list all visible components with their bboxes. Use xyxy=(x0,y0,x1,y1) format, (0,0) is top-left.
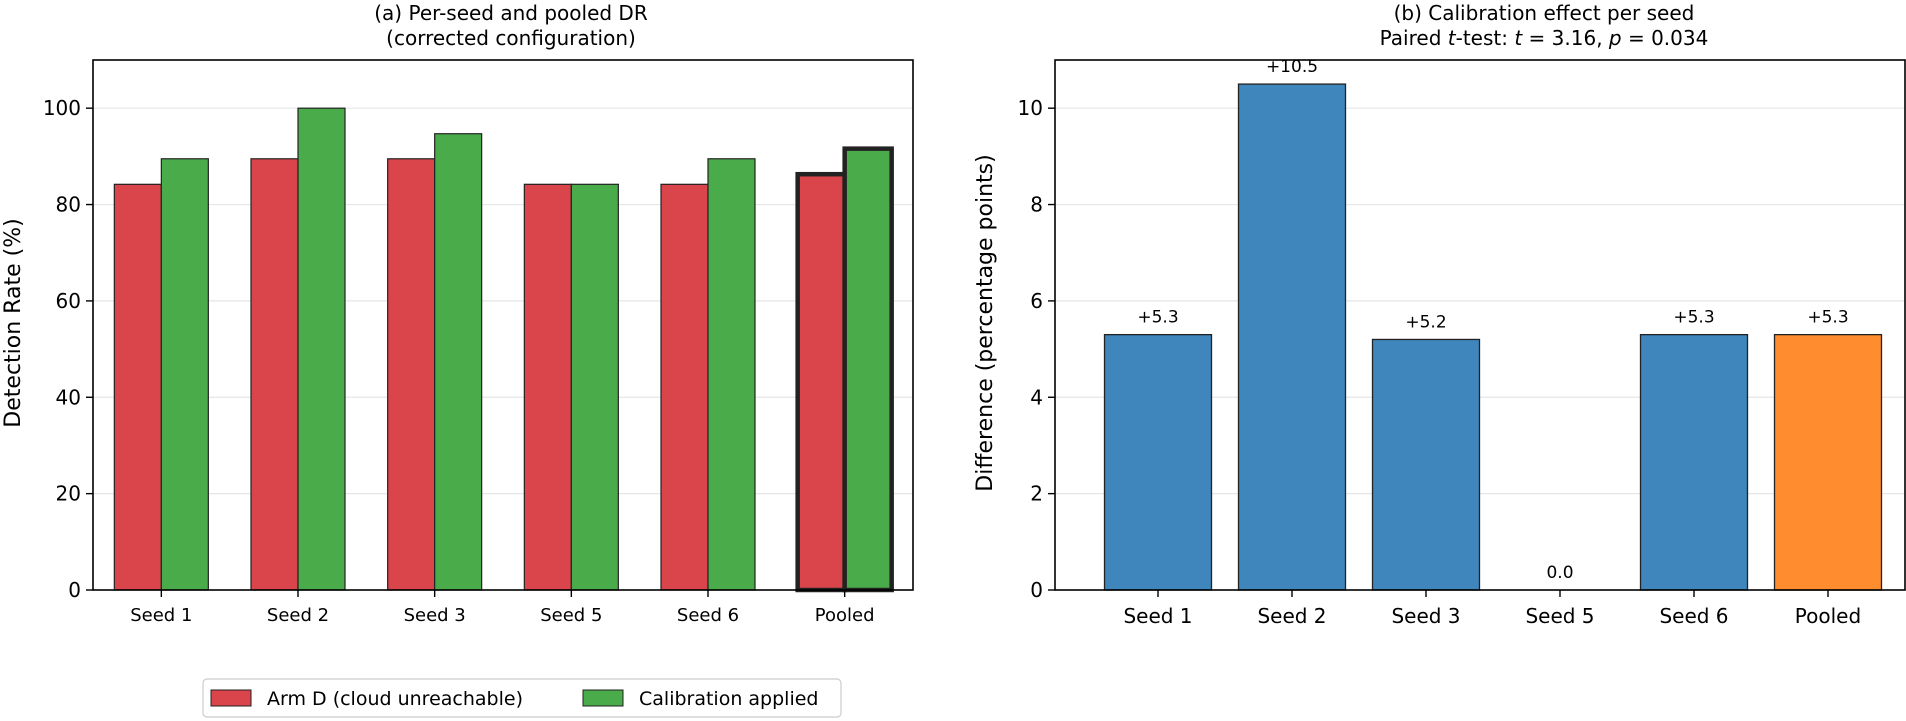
y-tick-label: 40 xyxy=(56,385,81,409)
panel-a-y-ticks: 0 20 40 60 80 100 xyxy=(43,96,93,602)
data-label-seed-5: 0.0 xyxy=(1546,563,1573,583)
panel-b-subtitle: Paired t-test: t = 3.16, p = 0.034 xyxy=(1380,26,1709,50)
panel-b-subtitle-part: Paired xyxy=(1380,26,1448,50)
panel-b-data-labels: +5.3 +10.5 +5.2 0.0 +5.3 +5.3 xyxy=(1137,57,1848,583)
panel-a-gridlines xyxy=(93,107,913,495)
x-tick-label: Seed 1 xyxy=(130,605,192,626)
data-label-seed-3: +5.2 xyxy=(1405,312,1446,332)
panel-a-bars xyxy=(113,107,894,593)
data-label-seed-2: +10.5 xyxy=(1266,57,1318,77)
bar-pooled xyxy=(1773,333,1883,591)
y-tick-label: 100 xyxy=(43,96,81,120)
panel-b-subtitle-part: = 0.034 xyxy=(1622,26,1709,50)
y-tick-label: 2 xyxy=(1030,482,1043,506)
bar-seed-5-calibration xyxy=(570,183,619,591)
panel-b-y-axis-label: Difference (percentage points) xyxy=(973,154,998,491)
panel-b-title: (b) Calibration effect per seed xyxy=(1394,1,1695,25)
data-label-seed-6: +5.3 xyxy=(1673,308,1714,328)
data-label-seed-1: +5.3 xyxy=(1137,308,1178,328)
x-tick-label: Seed 6 xyxy=(1659,604,1728,628)
panel-b-frame xyxy=(1054,59,1906,591)
legend-label-calibration: Calibration applied xyxy=(639,688,819,710)
bar-pooled-calibration xyxy=(842,146,894,593)
panel-a-y-axis-label: Detection Rate (%) xyxy=(1,218,26,427)
panel-b-x-ticks: Seed 1 Seed 2 Seed 3 Seed 5 Seed 6 Pooled xyxy=(1123,590,1861,628)
panel-b-subtitle-part: = 3.16, xyxy=(1522,26,1609,50)
bar-seed-2-arm-d xyxy=(250,158,299,591)
legend: Arm D (cloud unreachable) Calibration ap… xyxy=(202,678,842,718)
panel-b-subtitle-part: t xyxy=(1448,26,1457,50)
panel-b-subtitle-part: t xyxy=(1514,26,1523,50)
legend-frame xyxy=(202,678,842,718)
panel-a-subtitle: (corrected configuration) xyxy=(386,26,636,50)
panel-a-title: (a) Per-seed and pooled DR xyxy=(374,1,648,25)
bar-seed-6-calibration xyxy=(707,158,756,591)
bar-seed-5-arm-d xyxy=(523,183,572,591)
x-tick-label: Seed 2 xyxy=(267,605,329,626)
x-tick-label: Seed 3 xyxy=(1391,604,1460,628)
bar-seed-6 xyxy=(1639,333,1749,591)
panel-a-x-ticks: Seed 1 Seed 2 Seed 3 Seed 5 Seed 6 Pooled xyxy=(130,590,875,626)
bar-seed-1 xyxy=(1103,333,1213,591)
bar-seed-1-arm-d xyxy=(113,183,162,591)
y-tick-label: 0 xyxy=(1030,578,1043,602)
x-tick-label: Seed 5 xyxy=(540,605,602,626)
data-label-pooled: +5.3 xyxy=(1807,308,1848,328)
legend-swatch-arm-d xyxy=(210,689,252,707)
panel-b-subtitle-part: -test: xyxy=(1456,26,1515,50)
bar-seed-3 xyxy=(1371,338,1481,591)
bar-pooled-arm-d xyxy=(795,171,847,593)
panel-b: (b) Calibration effect per seed Paired t… xyxy=(973,1,1906,628)
panel-b-bars xyxy=(1103,83,1883,591)
bar-seed-1-calibration xyxy=(160,158,209,591)
x-tick-label: Seed 3 xyxy=(404,605,466,626)
panel-a: (a) Per-seed and pooled DR (corrected co… xyxy=(1,1,914,626)
bar-seed-2 xyxy=(1237,83,1347,591)
panel-b-subtitle-part: p xyxy=(1608,26,1622,50)
panel-a-frame xyxy=(92,59,914,591)
y-tick-label: 80 xyxy=(56,193,81,217)
x-tick-label: Seed 1 xyxy=(1123,604,1192,628)
panel-b-y-ticks: 0 2 4 6 8 10 xyxy=(1018,96,1055,602)
legend-swatch-calibration xyxy=(582,689,624,707)
y-tick-label: 60 xyxy=(56,289,81,313)
y-tick-label: 6 xyxy=(1030,289,1043,313)
bar-seed-2-calibration xyxy=(297,107,346,591)
y-tick-label: 10 xyxy=(1018,96,1043,120)
x-tick-label: Seed 2 xyxy=(1257,604,1326,628)
bar-seed-3-arm-d xyxy=(387,158,436,591)
x-tick-label: Pooled xyxy=(1795,604,1861,628)
x-tick-label: Pooled xyxy=(815,605,875,626)
y-tick-label: 20 xyxy=(56,482,81,506)
bar-seed-3-calibration xyxy=(434,133,483,591)
y-tick-label: 8 xyxy=(1030,193,1043,217)
y-tick-label: 4 xyxy=(1030,385,1043,409)
y-tick-label: 0 xyxy=(68,578,81,602)
x-tick-label: Seed 6 xyxy=(677,605,739,626)
bar-seed-6-arm-d xyxy=(660,183,709,591)
x-tick-label: Seed 5 xyxy=(1525,604,1594,628)
legend-label-arm-d: Arm D (cloud unreachable) xyxy=(267,688,523,710)
